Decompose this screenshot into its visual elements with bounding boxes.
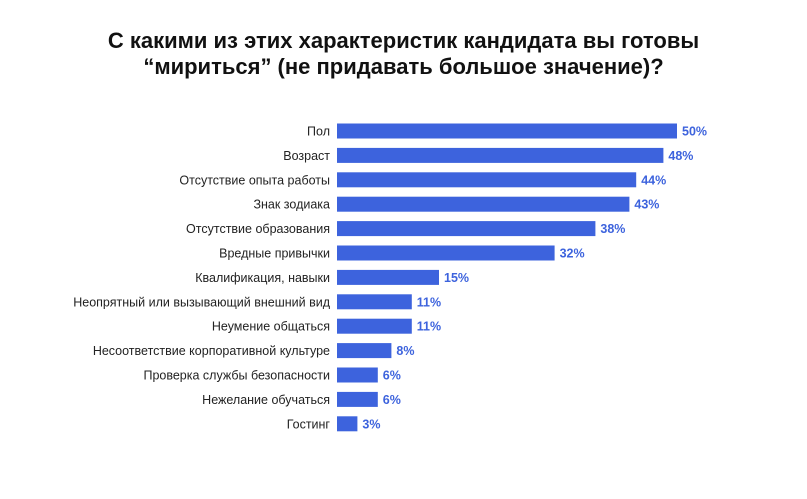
- category-label-5: Отсутствие образования: [186, 222, 330, 236]
- category-label-13: Гостинг: [287, 417, 331, 431]
- bar-4: [337, 196, 630, 212]
- bar-7: [337, 269, 439, 285]
- category-label-3: Отсутствие опыта работы: [179, 173, 330, 187]
- value-label-11: 6%: [383, 369, 401, 383]
- bar-1: [337, 123, 677, 139]
- category-label-4: Знак зодиака: [253, 198, 330, 212]
- chart-title: С какими из этих характеристик кандидата…: [0, 28, 807, 80]
- bars-group: [337, 123, 677, 432]
- bar-5: [337, 221, 596, 237]
- bar-9: [337, 318, 412, 334]
- chart-title-line-1: С какими из этих характеристик кандидата…: [107, 28, 700, 53]
- bar-2: [337, 147, 664, 163]
- bar-10: [337, 343, 392, 359]
- value-labels-group: 50%48%44%43%38%32%15%11%11%8%6%6%3%: [362, 125, 707, 432]
- bar-11: [337, 367, 378, 383]
- value-label-3: 44%: [641, 173, 666, 187]
- value-label-6: 32%: [560, 247, 585, 261]
- category-label-8: Неопрятный или вызывающий внешний вид: [73, 295, 330, 309]
- bar-3: [337, 172, 637, 188]
- category-labels-group: Пол Возраст Отсутствие опыта работы Знак зо…: [73, 125, 330, 432]
- bar-8: [337, 294, 412, 310]
- bar-6: [337, 245, 555, 261]
- category-label-7: Квалификация, навыки: [195, 271, 330, 285]
- value-label-10: 8%: [396, 344, 414, 358]
- category-label-12: Нежелание обучаться: [202, 393, 330, 407]
- category-label-2: Возраст: [283, 149, 330, 163]
- bar-12: [337, 391, 378, 407]
- category-label-9: Неумение общаться: [212, 320, 330, 334]
- value-label-2: 48%: [668, 149, 693, 163]
- chart-title-line-2: “мириться” (не придавать большое значени…: [143, 54, 664, 79]
- value-label-8: 11%: [417, 295, 441, 309]
- category-label-10: Несоответствие корпоративной культуре: [93, 344, 330, 358]
- value-label-9: 11%: [417, 320, 441, 334]
- category-label-6: Вредные привычки: [219, 247, 330, 261]
- category-label-11: Проверка службы безопасности: [143, 369, 330, 383]
- bar-13: [337, 416, 358, 432]
- value-label-1: 50%: [682, 125, 707, 139]
- value-label-4: 43%: [634, 198, 659, 212]
- category-label-1: Пол: [307, 125, 330, 139]
- value-label-5: 38%: [600, 222, 625, 236]
- value-label-13: 3%: [362, 417, 380, 431]
- value-label-12: 6%: [383, 393, 401, 407]
- value-label-7: 15%: [444, 271, 469, 285]
